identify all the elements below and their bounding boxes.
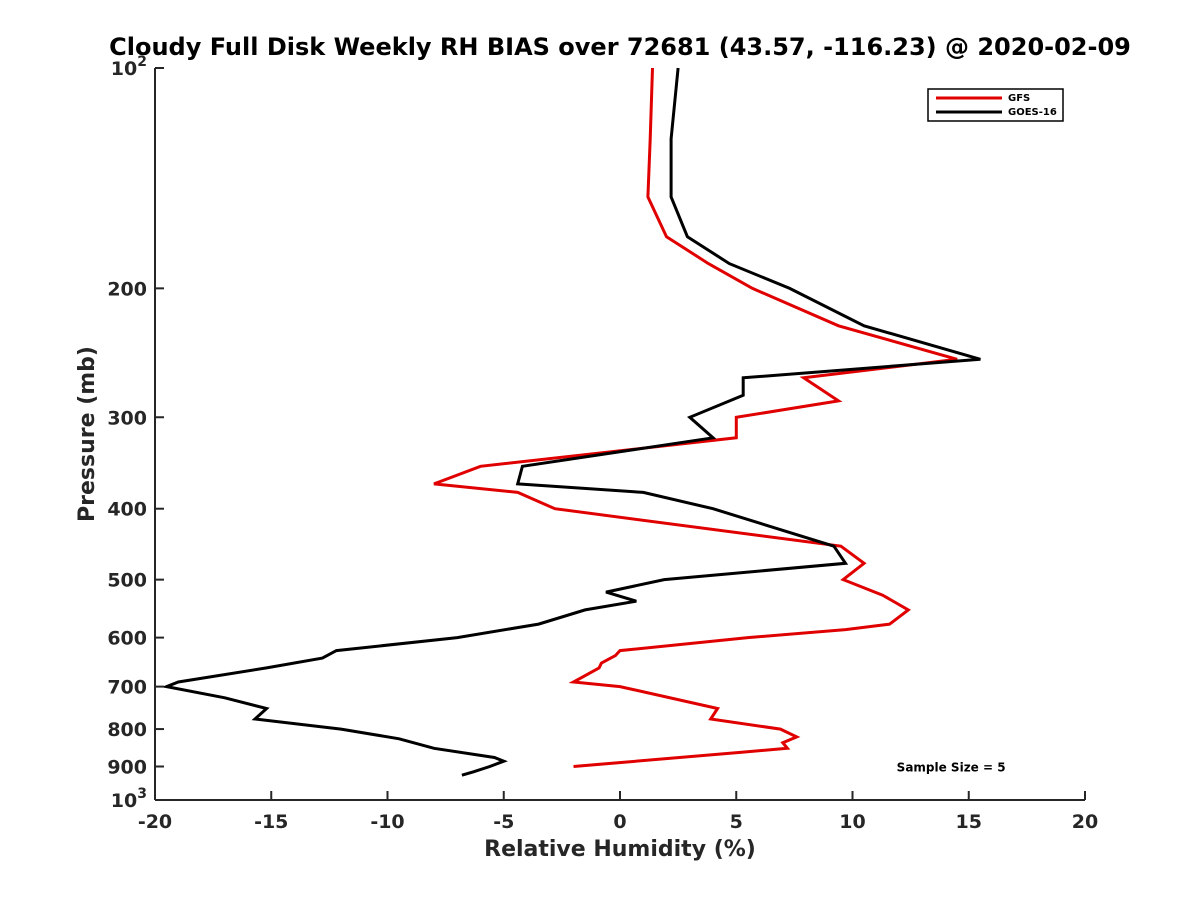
y-tick-label: 500 [107, 570, 147, 592]
legend-label-gfs: GFS [1008, 93, 1030, 104]
series-line-goes16 [161, 67, 981, 777]
x-axis-ticks: -20 -15 -10 -5 0 5 10 15 20 [138, 791, 1098, 833]
chart-title: Cloudy Full Disk Weekly RH BIAS over 726… [109, 33, 1131, 61]
sample-size-annotation: Sample Size = 5 [897, 761, 1006, 775]
legend: GFS GOES-16 [927, 88, 1064, 122]
x-tick-label: -10 [370, 811, 404, 833]
y-tick-label: 800 [107, 719, 147, 741]
y-tick-label: 400 [107, 499, 147, 521]
series-layer [161, 67, 981, 777]
legend-box [927, 88, 1064, 122]
series-line-gfs [433, 67, 958, 768]
y-tick-label: 102 [111, 54, 147, 80]
x-tick-label: 10 [839, 811, 865, 833]
x-tick-label: 0 [613, 811, 626, 833]
plot-area [155, 68, 1085, 800]
x-tick-label: -15 [254, 811, 288, 833]
y-tick-label: 300 [107, 407, 147, 429]
y-tick-label: 700 [107, 677, 147, 699]
x-tick-label: 15 [956, 811, 982, 833]
y-tick-label: 200 [107, 278, 147, 300]
legend-label-goes16: GOES-16 [1008, 107, 1057, 118]
y-tick-label: 900 [107, 757, 147, 779]
x-tick-label: -20 [138, 811, 172, 833]
x-axis-label: Relative Humidity (%) [484, 837, 756, 862]
x-tick-label: 20 [1072, 811, 1098, 833]
y-axis-ticks: 102 200 300 400 500 600 700 800 900 103 [107, 54, 164, 812]
y-axis-label: Pressure (mb) [75, 346, 100, 522]
y-tick-label: 600 [107, 628, 147, 650]
x-tick-label: -5 [493, 811, 514, 833]
y-tick-label: 103 [111, 786, 147, 812]
x-tick-label: 5 [730, 811, 743, 833]
